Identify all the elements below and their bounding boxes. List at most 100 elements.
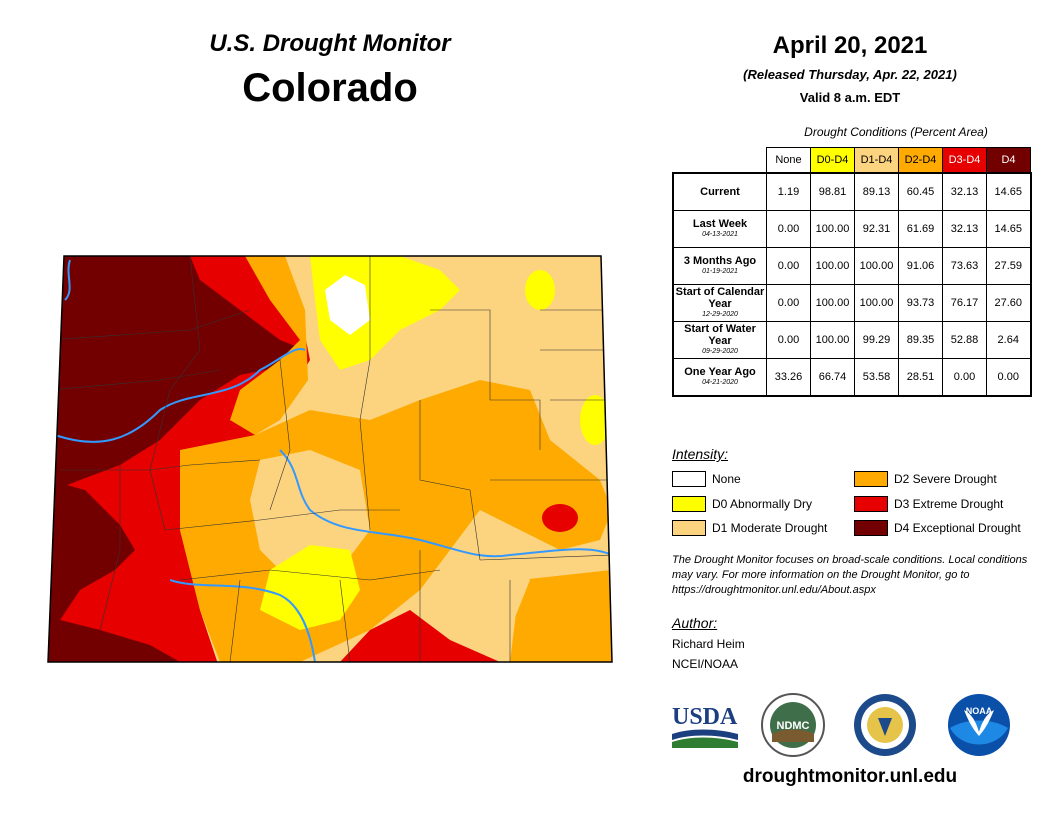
table-cell: 76.17: [942, 284, 987, 322]
legend-swatch: [854, 496, 888, 512]
row-label-text: Start of Water Year: [684, 323, 756, 347]
legend-swatch: [672, 496, 706, 512]
table-cell: 2.64: [986, 321, 1032, 359]
table-cell: 89.13: [854, 172, 899, 211]
legend-swatch: [854, 471, 888, 487]
table-row: 3 Months Ago 01-19-2021 0.00 100.00 100.00 91…: [672, 247, 1032, 285]
legend-label: D4 Exceptional Drought: [894, 521, 1021, 535]
drought-map: [47, 255, 613, 663]
usda-logo-wave: [672, 729, 738, 740]
row-label-text: Start of Calendar Year: [675, 286, 765, 310]
d0-region-south-central: [260, 545, 360, 630]
release-date: (Released Thursday, Apr. 22, 2021): [743, 67, 957, 82]
ndmc-logo: NDMC: [761, 693, 825, 757]
table-cell: 93.73: [898, 284, 943, 322]
river-arkansas: [279, 449, 612, 558]
table-cell: 61.69: [898, 210, 943, 248]
county-lines: [49, 256, 612, 662]
table-cell: 28.51: [898, 358, 943, 397]
table-cell: 100.00: [854, 247, 899, 285]
author-label: Author:: [672, 615, 718, 631]
table-cell: 100.00: [854, 284, 899, 322]
legend-title: Intensity:: [672, 446, 729, 462]
d1-region-southeast: [435, 550, 530, 640]
map-subtitle: U.S. Drought Monitor: [209, 30, 451, 57]
column-header: D4: [986, 147, 1031, 174]
row-label-text: 3 Months Ago: [683, 255, 757, 267]
author-org: NCEI/NOAA: [672, 657, 739, 671]
website-url[interactable]: droughtmonitor.unl.edu: [742, 766, 958, 787]
d0-region-northeast: [525, 270, 555, 310]
river-colorado: [54, 348, 306, 443]
row-label-date: 09-29-2020: [702, 348, 738, 355]
legend-swatch: [672, 471, 706, 487]
table-row: Current 1.19 98.81 89.13 60.45 32.13 14.65: [672, 172, 1032, 211]
row-label: Last Week 04-13-2021: [672, 210, 767, 248]
legend-label: None: [712, 472, 741, 486]
table-cell: 100.00: [810, 247, 855, 285]
row-label: Current: [672, 172, 767, 211]
column-header: D0-D4: [810, 147, 855, 174]
table-cell: 27.59: [986, 247, 1032, 285]
state-title: Colorado: [242, 66, 418, 110]
report-date: April 20, 2021: [772, 32, 928, 59]
table-cell: 33.26: [766, 358, 811, 397]
row-label: One Year Ago 04-21-2020: [672, 358, 767, 397]
table-header-row: None D0-D4 D1-D4 D2-D4 D3-D4 D4: [673, 147, 1031, 174]
d4-region-southwest: [48, 480, 180, 662]
commerce-seal-logo: [854, 694, 916, 756]
table-cell: 100.00: [810, 284, 855, 322]
table-row: One Year Ago 04-21-2020 33.26 66.74 53.58 28.…: [672, 358, 1032, 397]
table-cell: 52.88: [942, 321, 987, 359]
legend-swatch: [672, 520, 706, 536]
table-cell: 1.19: [766, 172, 811, 211]
legend-label: D1 Moderate Drought: [712, 521, 828, 535]
table-cell: 0.00: [766, 247, 811, 285]
river-northwest: [64, 259, 71, 301]
table-cell: 99.29: [854, 321, 899, 359]
table-cell: 0.00: [766, 210, 811, 248]
column-header: D3-D4: [942, 147, 987, 174]
column-header: D1-D4: [854, 147, 899, 174]
table-cell: 0.00: [766, 321, 811, 359]
row-label-text: Last Week: [692, 218, 748, 230]
table-cell: 32.13: [942, 210, 987, 248]
d2-region-southeast: [510, 570, 612, 662]
legend-item-d0: D0 Abnormally Dry: [672, 496, 812, 512]
table-cell: 0.00: [942, 358, 987, 397]
valid-time: Valid 8 a.m. EDT: [799, 90, 901, 105]
d1-region-central: [250, 450, 370, 580]
row-label-date: 12-29-2020: [702, 311, 738, 318]
usda-logo-field: [672, 737, 738, 748]
row-label-date: 04-21-2020: [702, 379, 738, 386]
none-region: [325, 275, 370, 335]
table-cell: 27.60: [986, 284, 1032, 322]
table-row: Start of Calendar Year 12-29-2020 0.00 100.…: [672, 284, 1032, 322]
row-label: Start of Water Year 09-29-2020: [672, 321, 767, 359]
legend-item-d4: D4 Exceptional Drought: [854, 520, 1021, 536]
usda-logo-text: USDA: [672, 704, 738, 730]
table-cell: 0.00: [766, 284, 811, 322]
author-name: Richard Heim: [672, 637, 745, 651]
row-label: 3 Months Ago 01-19-2021: [672, 247, 767, 285]
drought-conditions-table: None D0-D4 D1-D4 D2-D4 D3-D4 D4 Current 1…: [672, 147, 1032, 397]
row-label-text: Current: [700, 186, 740, 198]
state-border: [47, 255, 613, 663]
row-label-text: One Year Ago: [684, 366, 756, 378]
disclaimer-note: The Drought Monitor focuses on broad-sca…: [672, 554, 1028, 596]
legend-item-d3: D3 Extreme Drought: [854, 496, 1003, 512]
table-cell: 89.35: [898, 321, 943, 359]
legend-label: D0 Abnormally Dry: [712, 497, 813, 511]
table-row: Start of Water Year 09-29-2020 0.00 100.00 9…: [672, 321, 1032, 359]
table-cell: 32.13: [942, 172, 987, 211]
table-cell: 73.63: [942, 247, 987, 285]
d0-region-east: [580, 395, 610, 445]
table-cell: 98.81: [810, 172, 855, 211]
river-rio-grande: [169, 579, 316, 662]
d2-region-north: [230, 256, 308, 435]
legend-swatch: [854, 520, 888, 536]
noaa-logo-text: NOAA: [966, 706, 993, 716]
table-cell: 0.00: [986, 358, 1032, 397]
usda-logo: USDA: [672, 704, 738, 748]
table-caption: Drought Conditions (Percent Area): [804, 125, 988, 139]
